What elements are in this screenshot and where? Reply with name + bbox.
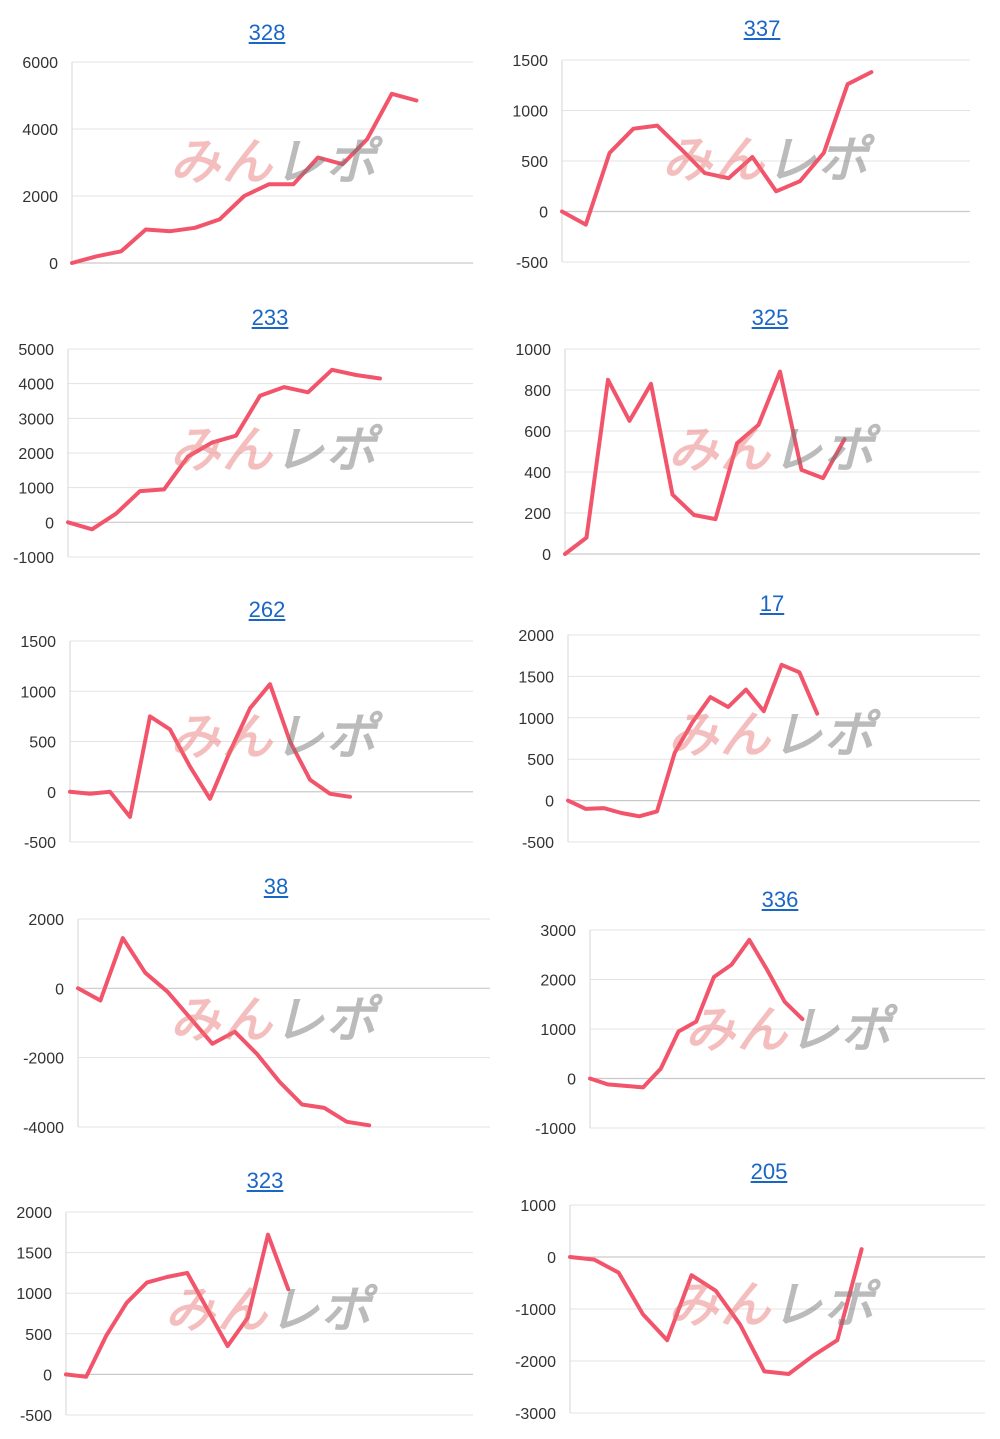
- y-tick-label: 2000: [28, 912, 64, 929]
- y-tick-label: 500: [25, 1327, 52, 1344]
- y-tick-label: -2000: [515, 1354, 556, 1371]
- chart-title-link[interactable]: 233: [251, 305, 289, 330]
- series-line: [560, 70, 874, 227]
- series-line: [66, 367, 382, 532]
- y-tick-label: 1000: [18, 481, 54, 498]
- series-line: [76, 936, 372, 1128]
- y-tick-label: 4000: [22, 122, 58, 139]
- chart-title-link[interactable]: 38: [263, 874, 289, 899]
- y-tick-label: 1000: [16, 1286, 52, 1303]
- series-line: [566, 662, 820, 819]
- y-tick-label: -1000: [13, 550, 54, 567]
- chart-title-link[interactable]: 323: [246, 1168, 284, 1193]
- y-tick-label: 6000: [22, 55, 58, 72]
- y-tick-label: 500: [29, 735, 56, 752]
- chart-title-link[interactable]: 328: [248, 20, 286, 45]
- y-tick-label: 1500: [518, 669, 554, 686]
- y-tick-label: 600: [524, 424, 551, 441]
- y-tick-label: 3000: [540, 923, 576, 940]
- chart-337: -500 0 500 1000 1500: [512, 53, 970, 272]
- y-tick-label: -3000: [515, 1406, 556, 1423]
- y-tick-label: 1000: [20, 684, 56, 701]
- y-tick-label: 5000: [18, 342, 54, 359]
- y-tick-label: 500: [521, 154, 548, 171]
- y-tick-label: -500: [522, 835, 554, 852]
- y-tick-label: -4000: [23, 1120, 64, 1137]
- y-tick-label: 0: [547, 1250, 556, 1267]
- chart-323: -500 0 500 1000 1500 2000: [16, 1205, 473, 1425]
- series-line: [563, 369, 847, 556]
- y-tick-label: 0: [567, 1072, 576, 1089]
- y-tick-label: 0: [545, 794, 554, 811]
- y-tick-label: 200: [524, 506, 551, 523]
- y-tick-label: 3000: [18, 411, 54, 428]
- y-tick-label: 400: [524, 465, 551, 482]
- y-tick-label: 4000: [18, 377, 54, 394]
- y-tick-label: 2000: [16, 1205, 52, 1222]
- chart-325: 0 200 400 600 800 1000: [515, 342, 980, 564]
- chart-336: -1000 0 1000 2000 3000: [535, 923, 985, 1138]
- y-tick-label: 1000: [540, 1022, 576, 1039]
- y-tick-label: 1500: [16, 1246, 52, 1263]
- y-tick-label: -500: [516, 255, 548, 272]
- y-tick-label: 500: [527, 752, 554, 769]
- y-tick-label: 1000: [512, 104, 548, 121]
- y-tick-label: 0: [45, 515, 54, 532]
- y-tick-label: 0: [539, 205, 548, 222]
- chart-title-link[interactable]: 17: [759, 591, 785, 616]
- chart-205: -3000 -2000 -1000 0 1000: [515, 1198, 985, 1423]
- series-line: [68, 682, 352, 819]
- y-tick-label: 1500: [512, 53, 548, 70]
- y-tick-label: 2000: [540, 973, 576, 990]
- series-line: [64, 1232, 291, 1379]
- chart-17: -500 0 500 1000 1500 2000: [518, 628, 980, 852]
- series-line: [70, 91, 419, 265]
- chart-262: -500 0 500 1000 1500: [20, 634, 473, 852]
- y-tick-label: 0: [49, 256, 58, 273]
- chart-title-link[interactable]: 325: [751, 305, 789, 330]
- y-tick-label: -1000: [515, 1302, 556, 1319]
- y-tick-label: 2000: [18, 446, 54, 463]
- y-tick-label: -500: [24, 835, 56, 852]
- chart-title-link[interactable]: 205: [750, 1159, 788, 1184]
- series-line: [568, 1247, 864, 1376]
- y-tick-label: 1500: [20, 634, 56, 651]
- chart-233: -1000 0 1000 2000 3000 4000 5000: [13, 342, 473, 567]
- y-tick-label: -500: [20, 1408, 52, 1425]
- y-tick-label: 0: [43, 1367, 52, 1384]
- chart-38: -4000 -2000 0 2000: [23, 912, 490, 1137]
- chart-title-link[interactable]: 336: [761, 887, 799, 912]
- y-tick-label: 2000: [518, 628, 554, 645]
- y-tick-label: -1000: [535, 1121, 576, 1138]
- y-tick-label: 0: [542, 547, 551, 564]
- series-line: [588, 937, 805, 1090]
- y-tick-label: 2000: [22, 189, 58, 206]
- y-tick-label: 0: [47, 785, 56, 802]
- y-tick-label: 800: [524, 383, 551, 400]
- chart-title-link[interactable]: 337: [743, 16, 781, 41]
- y-tick-label: 1000: [518, 711, 554, 728]
- y-tick-label: -2000: [23, 1051, 64, 1068]
- y-tick-label: 1000: [520, 1198, 556, 1215]
- y-tick-label: 0: [55, 981, 64, 998]
- chart-328: 0 2000 4000 6000: [22, 55, 473, 273]
- y-tick-label: 1000: [515, 342, 551, 359]
- chart-title-link[interactable]: 262: [248, 597, 286, 622]
